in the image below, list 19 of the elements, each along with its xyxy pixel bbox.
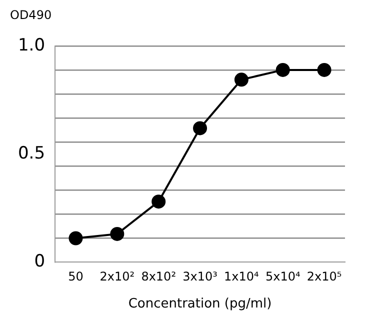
x-tick-label: 2x10⁵ bbox=[306, 269, 342, 284]
y-axis-title: OD490 bbox=[10, 8, 53, 24]
y-tick-label: 0.5 bbox=[18, 144, 46, 164]
point bbox=[276, 62, 290, 77]
point bbox=[110, 226, 124, 241]
x-tick-label: 50 bbox=[68, 269, 84, 284]
point bbox=[234, 72, 248, 87]
point bbox=[193, 121, 208, 136]
x-tick-label: 8x10² bbox=[141, 269, 176, 284]
x-axis-title: Concentration (pg/ml) bbox=[128, 296, 272, 312]
x-tick-label: 3x10³ bbox=[182, 269, 218, 284]
y-tick-label: 1.0 bbox=[18, 36, 46, 56]
x-tick-label: 1x10⁴ bbox=[224, 269, 260, 284]
point bbox=[152, 194, 166, 209]
point bbox=[68, 231, 83, 246]
x-tick-label: 5x10⁴ bbox=[265, 269, 300, 284]
x-tick-label: 2x10² bbox=[100, 269, 135, 284]
y-tick-label: 0 bbox=[34, 251, 46, 272]
point bbox=[317, 62, 332, 77]
